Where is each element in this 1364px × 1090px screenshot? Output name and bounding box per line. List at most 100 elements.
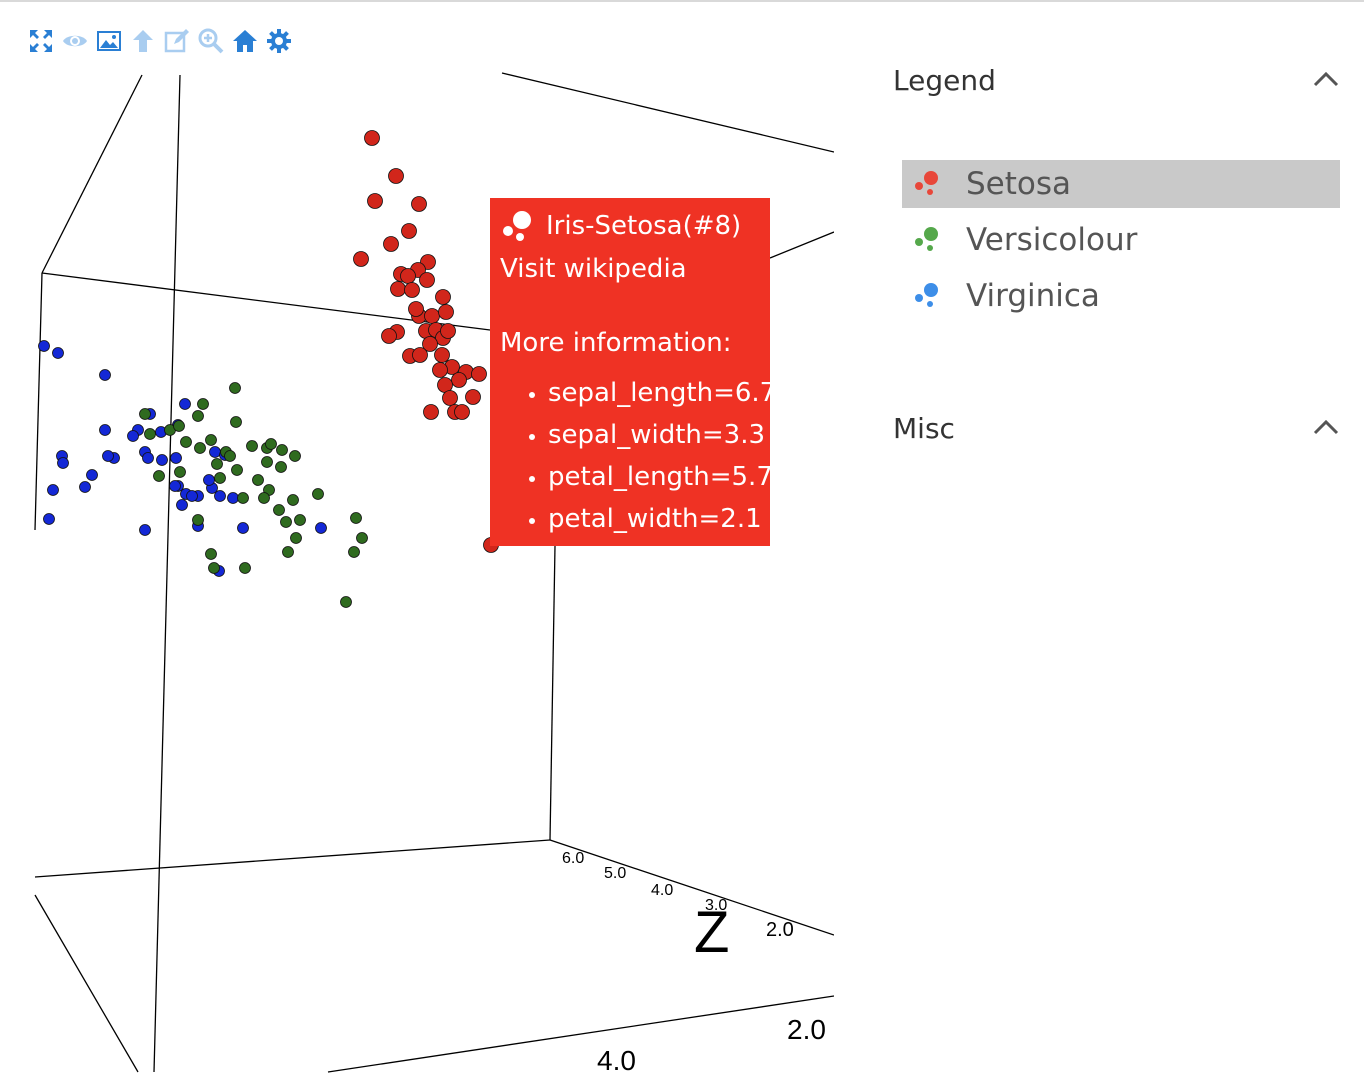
- scatter-point-virginica[interactable]: [237, 522, 249, 534]
- scatter-point-versicolour[interactable]: [205, 434, 217, 446]
- scatter-point-versicolour[interactable]: [275, 461, 287, 473]
- scatter-point-virginica[interactable]: [179, 398, 191, 410]
- scatter-point-setosa[interactable]: [424, 308, 440, 324]
- legend-item-versicolour[interactable]: Versicolour: [902, 216, 1340, 264]
- scatter-point-versicolour[interactable]: [276, 444, 288, 456]
- legend-item-virginica[interactable]: Virginica: [902, 272, 1340, 320]
- scatter-point-versicolour[interactable]: [237, 492, 249, 504]
- scatter-point-versicolour[interactable]: [289, 450, 301, 462]
- scatter-point-versicolour[interactable]: [282, 546, 294, 558]
- scatter-point-versicolour[interactable]: [290, 532, 302, 544]
- scatter-point-setosa[interactable]: [438, 304, 454, 320]
- scatter-point-versicolour[interactable]: [348, 546, 360, 558]
- scatter-point-versicolour[interactable]: [350, 512, 362, 524]
- legend-header[interactable]: Legend: [893, 58, 1340, 102]
- scatter-point-versicolour[interactable]: [239, 562, 251, 574]
- scatter-point-versicolour[interactable]: [194, 442, 206, 454]
- scatter-point-versicolour[interactable]: [246, 440, 258, 452]
- scatter-point-virginica[interactable]: [142, 452, 154, 464]
- scatter-point-setosa[interactable]: [412, 347, 428, 363]
- scatter-point-virginica[interactable]: [214, 490, 226, 502]
- scatter-point-virginica[interactable]: [186, 490, 198, 502]
- scatter-point-setosa[interactable]: [442, 390, 458, 406]
- scatter-point-versicolour[interactable]: [312, 488, 324, 500]
- scatter-point-versicolour[interactable]: [356, 532, 368, 544]
- scatter-point-setosa[interactable]: [451, 372, 467, 388]
- scatter-point-virginica[interactable]: [86, 469, 98, 481]
- scatter-point-virginica[interactable]: [176, 499, 188, 511]
- scatter-point-setosa[interactable]: [423, 404, 439, 420]
- scatter-point-versicolour[interactable]: [197, 398, 209, 410]
- scatter-point-versicolour[interactable]: [273, 504, 285, 516]
- scatter-point-virginica[interactable]: [315, 522, 327, 534]
- scatter-point-virginica[interactable]: [209, 446, 221, 458]
- scatter-point-versicolour[interactable]: [144, 428, 156, 440]
- scatter-point-setosa[interactable]: [411, 196, 427, 212]
- scatter-point-versicolour[interactable]: [294, 514, 306, 526]
- arrow-up-icon[interactable]: [129, 27, 157, 55]
- scatter-point-setosa[interactable]: [471, 366, 487, 382]
- scatter-point-virginica[interactable]: [139, 524, 151, 536]
- scatter-point-virginica[interactable]: [79, 481, 91, 493]
- legend-item-setosa[interactable]: Setosa: [902, 160, 1340, 208]
- scatter-point-setosa[interactable]: [465, 389, 481, 405]
- scatter-point-versicolour[interactable]: [230, 416, 242, 428]
- scatter-point-setosa[interactable]: [454, 404, 470, 420]
- scatter-point-setosa[interactable]: [432, 362, 448, 378]
- scatter-point-versicolour[interactable]: [211, 458, 223, 470]
- scatter-point-versicolour[interactable]: [180, 436, 192, 448]
- scatter-point-setosa[interactable]: [435, 289, 451, 305]
- scatter-point-virginica[interactable]: [38, 340, 50, 352]
- scatter-point-versicolour[interactable]: [252, 474, 264, 486]
- scatter-point-setosa[interactable]: [388, 168, 404, 184]
- fullscreen-icon[interactable]: [27, 27, 55, 55]
- image-icon[interactable]: [95, 27, 123, 55]
- scatter-point-setosa[interactable]: [400, 268, 416, 284]
- scatter-point-versicolour[interactable]: [265, 438, 277, 450]
- scatter-point-setosa[interactable]: [381, 328, 397, 344]
- scatter-point-setosa[interactable]: [390, 281, 406, 297]
- eye-icon[interactable]: [61, 27, 89, 55]
- scatter-point-versicolour[interactable]: [139, 408, 151, 420]
- scatter-point-setosa[interactable]: [404, 282, 420, 298]
- scatter-point-virginica[interactable]: [169, 480, 181, 492]
- scatter-point-versicolour[interactable]: [153, 470, 165, 482]
- scatter-point-virginica[interactable]: [127, 430, 139, 442]
- scatter-point-versicolour[interactable]: [229, 382, 241, 394]
- scatter-point-setosa[interactable]: [364, 130, 380, 146]
- scatter-point-versicolour[interactable]: [224, 450, 236, 462]
- scatter-point-versicolour[interactable]: [192, 514, 204, 526]
- scatter-3d-plot[interactable]: 6.0 5.0 4.0 3.0 Z 2.0 4.0 2.0: [0, 60, 834, 1090]
- scatter-point-versicolour[interactable]: [280, 516, 292, 528]
- scatter-point-setosa[interactable]: [408, 301, 424, 317]
- home-icon[interactable]: [231, 27, 259, 55]
- scatter-point-virginica[interactable]: [43, 513, 55, 525]
- scatter-point-versicolour[interactable]: [340, 596, 352, 608]
- misc-header[interactable]: Misc: [893, 406, 1340, 450]
- scatter-point-setosa[interactable]: [419, 272, 435, 288]
- scatter-point-versicolour[interactable]: [174, 466, 186, 478]
- scatter-point-virginica[interactable]: [170, 452, 182, 464]
- scatter-point-versicolour[interactable]: [173, 420, 185, 432]
- scatter-point-setosa[interactable]: [383, 236, 399, 252]
- scatter-point-versicolour[interactable]: [231, 464, 243, 476]
- scatter-point-setosa[interactable]: [440, 323, 456, 339]
- scatter-point-setosa[interactable]: [367, 193, 383, 209]
- chevron-up-icon[interactable]: [1312, 414, 1340, 442]
- scatter-point-virginica[interactable]: [47, 484, 59, 496]
- chevron-up-icon[interactable]: [1312, 66, 1340, 94]
- scatter-point-virginica[interactable]: [57, 457, 69, 469]
- scatter-point-virginica[interactable]: [52, 347, 64, 359]
- scatter-point-versicolour[interactable]: [287, 494, 299, 506]
- scatter-point-versicolour[interactable]: [214, 472, 226, 484]
- scatter-point-virginica[interactable]: [99, 424, 111, 436]
- gear-icon[interactable]: [265, 27, 293, 55]
- scatter-point-versicolour[interactable]: [261, 456, 273, 468]
- wikipedia-link[interactable]: Visit wikipedia: [500, 254, 687, 284]
- scatter-point-virginica[interactable]: [227, 492, 239, 504]
- edit-icon[interactable]: [163, 27, 191, 55]
- scatter-point-versicolour[interactable]: [208, 562, 220, 574]
- scatter-point-versicolour[interactable]: [205, 548, 217, 560]
- scatter-point-versicolour[interactable]: [258, 492, 270, 504]
- scatter-point-virginica[interactable]: [156, 454, 168, 466]
